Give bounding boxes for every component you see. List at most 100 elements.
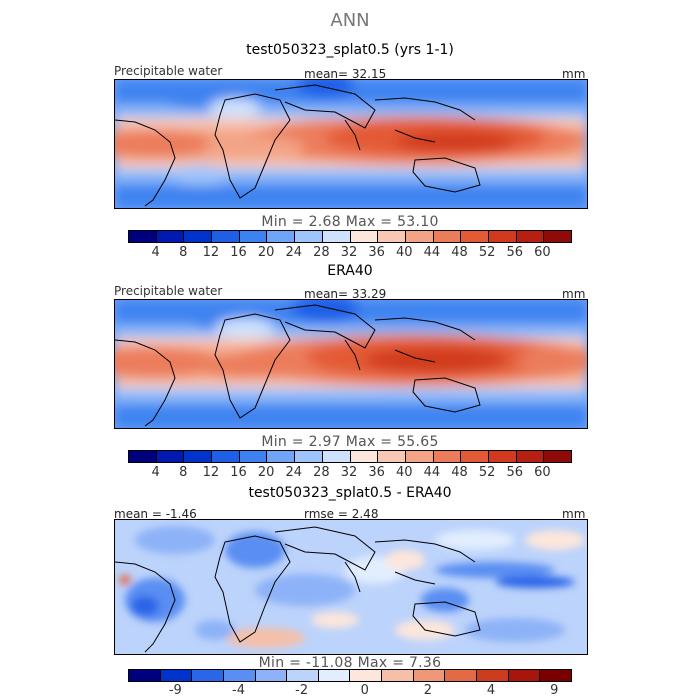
colorbar-tick-label: 0 — [360, 683, 369, 698]
colorbar-swatch — [255, 670, 288, 681]
colorbar-swatch — [508, 670, 541, 681]
colorbar-swatch — [267, 451, 296, 462]
colorbar-swatch — [461, 451, 489, 462]
colorbar-swatch — [223, 670, 256, 681]
colorbar-tick-label: 4 — [151, 465, 160, 480]
colorbar-tick-label: 9 — [550, 683, 559, 698]
colorbar-tick-label: 2 — [423, 683, 433, 698]
colorbar-tick-label: 52 — [478, 245, 496, 260]
colorbar-tick-label: 28 — [313, 245, 330, 260]
colorbar-swatch — [318, 670, 351, 681]
colorbar-tick-label: 12 — [202, 245, 220, 260]
colorbar-tick-label: -4 — [232, 683, 245, 698]
colorbar-tick-label: 4 — [486, 683, 496, 698]
colorbar-swatch — [350, 670, 383, 681]
colorbar-swatch — [405, 451, 434, 462]
colorbar-tick-label: 32 — [340, 465, 358, 480]
colorbar-swatch — [477, 670, 509, 681]
colorbar-swatch — [267, 231, 296, 242]
panel-diff-units-label: mm — [562, 507, 586, 521]
colorbar-tick-label: 48 — [451, 245, 468, 260]
colorbar-swatch — [322, 451, 351, 462]
colorbar-swatch — [129, 231, 157, 242]
colorbar-tick-label: 32 — [340, 245, 358, 260]
colorbar-swatch — [405, 231, 434, 242]
colorbar-tick-label: 24 — [285, 245, 303, 260]
panel-diff-colorbar — [128, 669, 572, 682]
panel-obs-units-label: mm — [562, 287, 586, 301]
panel-title-obs: ERA40 — [327, 263, 373, 279]
colorbar-swatch — [378, 451, 406, 462]
panel-model-colorbar — [128, 230, 572, 243]
panel-diff-mean-label: mean = -1.46 — [114, 507, 197, 521]
colorbar-swatch — [192, 670, 224, 681]
colorbar-swatch — [212, 231, 240, 242]
colorbar-swatch — [350, 231, 379, 242]
panel-obs-map-svg — [115, 300, 587, 428]
panel-obs-min-max: Min = 2.97 Max = 55.65 — [261, 434, 439, 450]
colorbar-tick-label: 36 — [368, 465, 385, 480]
colorbar-tick-label: 40 — [395, 245, 413, 260]
colorbar-swatch — [212, 451, 240, 462]
panel-model-variable-label: Precipitable water — [114, 64, 223, 78]
colorbar-tick-label: -9 — [168, 683, 182, 698]
figure-title: ANN — [330, 10, 370, 31]
colorbar-swatch — [129, 670, 161, 681]
panel-diff-map-svg — [115, 520, 587, 654]
colorbar-swatch — [184, 451, 213, 462]
colorbar-tick-label: 4 — [151, 245, 160, 260]
colorbar-tick-label: 20 — [257, 245, 275, 260]
colorbar-swatch — [322, 231, 351, 242]
colorbar-tick-label: -2 — [295, 683, 309, 698]
colorbar-swatch — [156, 451, 185, 462]
panel-obs-mean-label: mean= 33.29 — [304, 287, 387, 301]
colorbar-swatch — [184, 231, 213, 242]
colorbar-swatch — [239, 231, 268, 242]
panel-model-mean-label: mean= 32.15 — [304, 67, 387, 81]
panel-model-map-svg — [115, 80, 587, 208]
colorbar-swatch — [488, 231, 517, 242]
colorbar-tick-label: 60 — [534, 465, 551, 480]
panel-obs-map — [114, 299, 588, 429]
colorbar-swatch — [461, 231, 489, 242]
panel-diff-min-max: Min = -11.08 Max = 7.36 — [258, 655, 442, 671]
panel-model-min-max: Min = 2.68 Max = 53.10 — [261, 214, 439, 230]
colorbar-tick-label: 8 — [179, 245, 188, 260]
colorbar-swatch — [287, 670, 319, 681]
colorbar-swatch — [160, 670, 193, 681]
colorbar-swatch — [445, 670, 478, 681]
colorbar-swatch — [540, 670, 571, 681]
colorbar-swatch — [413, 670, 446, 681]
colorbar-tick-label: 16 — [230, 245, 247, 260]
colorbar-swatch — [516, 451, 545, 462]
colorbar-tick-label: 12 — [202, 465, 220, 480]
colorbar-tick-label: 20 — [257, 465, 275, 480]
colorbar-tick-label: 44 — [423, 465, 441, 480]
colorbar-tick-label: 48 — [451, 465, 468, 480]
colorbar-tick-label: 16 — [230, 465, 247, 480]
colorbar-tick-label: 52 — [478, 465, 496, 480]
colorbar-tick-label: 40 — [395, 465, 413, 480]
panel-obs-colorbar — [128, 450, 572, 463]
colorbar-swatch — [544, 451, 571, 462]
colorbar-tick-label: 8 — [179, 465, 188, 480]
colorbar-swatch — [516, 231, 545, 242]
colorbar-swatch — [544, 231, 571, 242]
colorbar-swatch — [295, 231, 323, 242]
colorbar-swatch — [350, 451, 379, 462]
colorbar-tick-label: 36 — [368, 245, 385, 260]
colorbar-swatch — [378, 231, 406, 242]
colorbar-swatch — [239, 451, 268, 462]
panel-obs-variable-label: Precipitable water — [114, 284, 223, 298]
colorbar-swatch — [488, 451, 517, 462]
panel-title-model: test050323_splat0.5 (yrs 1-1) — [246, 42, 454, 58]
colorbar-tick-label: 24 — [285, 465, 303, 480]
panel-model-units-label: mm — [562, 67, 586, 81]
colorbar-swatch — [295, 451, 323, 462]
colorbar-swatch — [129, 451, 157, 462]
colorbar-tick-label: 44 — [423, 245, 441, 260]
panel-diff-map — [114, 519, 588, 655]
panel-diff-rmse-label: rmse = 2.48 — [304, 507, 379, 521]
colorbar-tick-label: 56 — [506, 465, 524, 480]
panel-model-map — [114, 79, 588, 209]
